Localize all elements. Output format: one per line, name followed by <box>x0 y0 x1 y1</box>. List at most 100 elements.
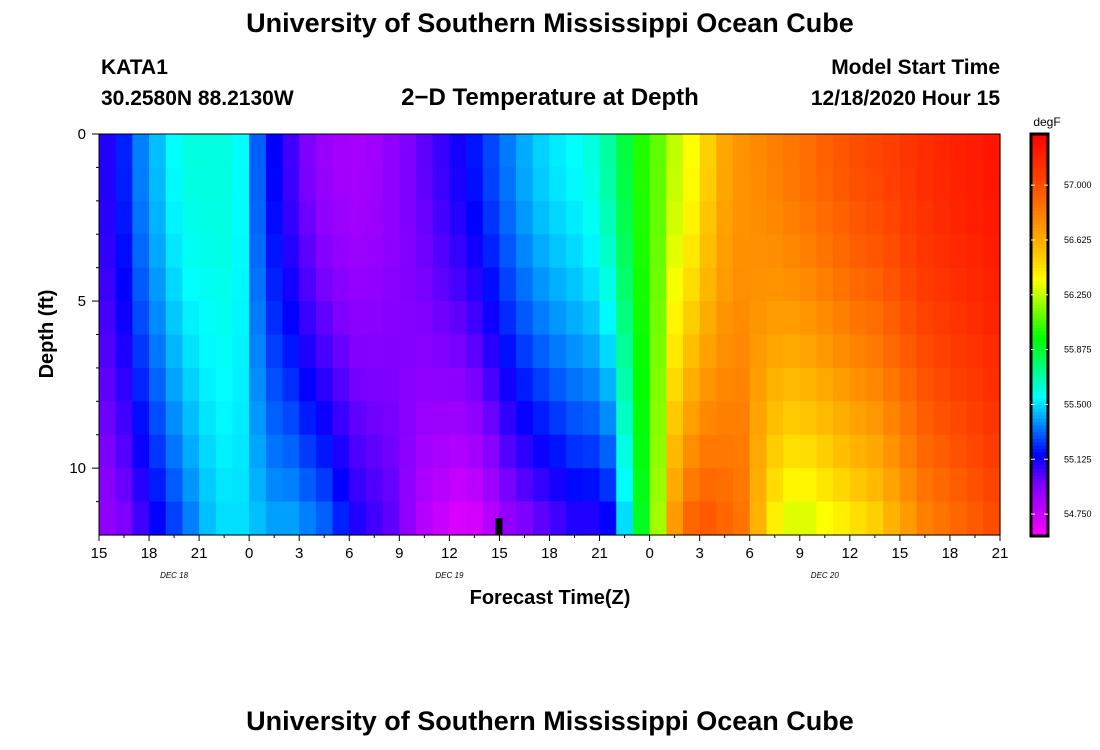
heatmap-cell <box>849 200 868 235</box>
colorbar-segment <box>1031 391 1048 396</box>
heatmap-cell <box>866 134 884 169</box>
heatmap-cell <box>716 501 734 536</box>
heatmap-cell <box>582 267 601 302</box>
colorbar-segment <box>1031 351 1048 356</box>
heatmap-cell <box>682 234 701 269</box>
heatmap-cell <box>733 134 751 169</box>
colorbar-segment <box>1031 412 1048 416</box>
heatmap-cell <box>99 434 117 469</box>
heatmap-cell <box>783 334 801 369</box>
heatmap-cell <box>833 401 851 436</box>
heatmap-cell <box>349 301 367 336</box>
heatmap-cell <box>566 501 584 536</box>
colorbar-segment <box>1031 184 1048 189</box>
heatmap-cell <box>215 234 234 269</box>
heatmap-cell <box>866 234 884 269</box>
heatmap-cell <box>132 134 150 169</box>
heatmap-cell <box>833 501 851 536</box>
date-labels: DEC 18 DEC 19 DEC 20 <box>160 571 839 580</box>
heatmap-cell <box>182 367 200 402</box>
heatmap-cell <box>265 334 284 369</box>
heatmap-cell <box>532 267 551 302</box>
heatmap-cell <box>966 401 984 436</box>
heatmap-cell <box>566 167 584 202</box>
heatmap-cell <box>165 434 184 469</box>
heatmap-cell <box>616 434 634 469</box>
heatmap-cell <box>165 468 184 503</box>
heatmap-cell <box>182 167 200 202</box>
heatmap-cell <box>632 468 651 503</box>
heatmap-cell <box>849 234 868 269</box>
heatmap-cell <box>299 234 317 269</box>
heatmap-cell <box>599 234 617 269</box>
heatmap-cell <box>282 301 300 336</box>
x-tick-label: 15 <box>91 545 108 562</box>
colorbar-segment <box>1031 201 1048 205</box>
heatmap-cell <box>733 167 751 202</box>
heatmap-cell <box>382 234 400 269</box>
heatmap-cell <box>499 234 517 269</box>
heatmap-cell <box>215 301 234 336</box>
heatmap-cell <box>265 134 284 169</box>
heatmap-cell <box>466 234 484 269</box>
heatmap-cell <box>933 167 951 202</box>
heatmap-cell <box>949 134 968 169</box>
colorbar-unit: degF <box>1033 115 1060 129</box>
heatmap-cell <box>949 468 968 503</box>
heatmap-cell <box>449 434 467 469</box>
heatmap-cell <box>699 167 717 202</box>
heatmap-cell <box>365 401 384 436</box>
heatmap-cell <box>299 334 317 369</box>
colorbar-segment <box>1031 502 1048 507</box>
heatmap-cell <box>666 501 684 536</box>
heatmap-cell <box>883 234 901 269</box>
heatmap-cell <box>866 367 884 402</box>
heatmap-cell <box>499 167 517 202</box>
heatmap-cell <box>249 134 267 169</box>
heatmap-cell <box>799 234 818 269</box>
heatmap-cell <box>466 334 484 369</box>
x-tick-label: 6 <box>746 545 754 562</box>
heatmap-cell <box>499 334 517 369</box>
heatmap-cell <box>249 434 267 469</box>
heatmap-cell <box>282 468 300 503</box>
heatmap-cell <box>799 134 818 169</box>
heatmap-cell <box>833 301 851 336</box>
heatmap-cell <box>382 334 400 369</box>
heatmap-cell <box>799 167 818 202</box>
heatmap-cell <box>115 468 133 503</box>
heatmap-cells <box>99 134 1001 536</box>
heatmap-cell <box>883 334 901 369</box>
heatmap-cell <box>916 167 934 202</box>
colorbar-segment <box>1031 405 1048 410</box>
colorbar-segment <box>1031 204 1048 209</box>
heatmap-cell <box>949 501 968 536</box>
heatmap-cell <box>749 134 768 169</box>
heatmap-cell <box>883 468 901 503</box>
heatmap-cell <box>766 234 784 269</box>
colorbar-tick-label: 55.875 <box>1064 345 1092 355</box>
colorbar-segment <box>1031 304 1048 309</box>
heatmap-cell <box>966 434 984 469</box>
heatmap-cell <box>132 234 150 269</box>
colorbar-segment <box>1031 522 1048 527</box>
heatmap-cell <box>199 334 217 369</box>
heatmap-cell <box>766 367 784 402</box>
heatmap-cell <box>733 367 751 402</box>
heatmap-cell <box>582 200 601 235</box>
x-tick-label: 9 <box>796 545 804 562</box>
colorbar-segment <box>1031 499 1048 504</box>
colorbar-segment <box>1031 324 1048 329</box>
heatmap-cell <box>332 267 350 302</box>
heatmap-cell <box>199 401 217 436</box>
heatmap-cell <box>966 267 984 302</box>
heatmap-cell <box>265 468 284 503</box>
heatmap-cell <box>466 167 484 202</box>
heatmap-cell <box>916 200 934 235</box>
colorbar-segment <box>1031 144 1048 148</box>
heatmap-cell <box>399 334 417 369</box>
heatmap-cell <box>282 334 300 369</box>
heatmap-cell <box>99 134 117 169</box>
colorbar-segment <box>1031 154 1048 159</box>
heatmap-cell <box>816 134 834 169</box>
